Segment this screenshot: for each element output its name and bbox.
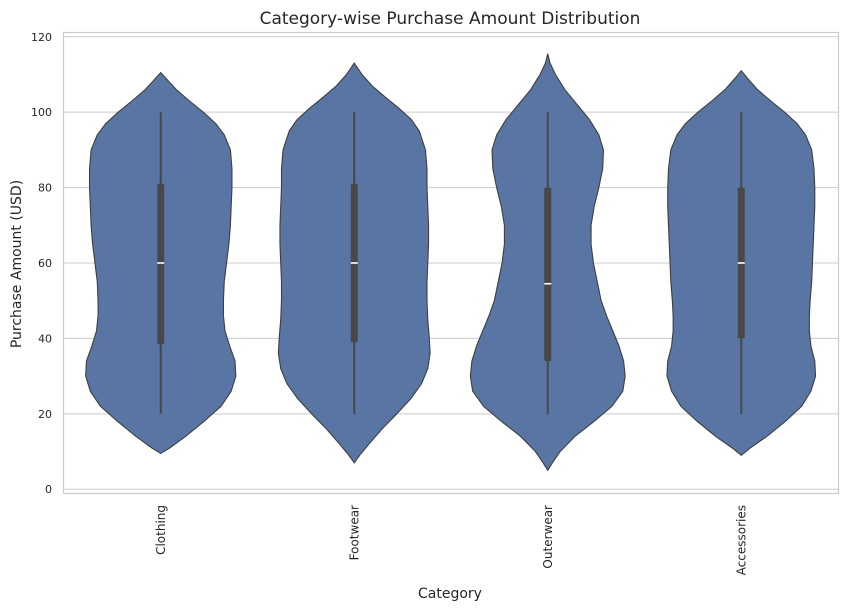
y-tick-label: 0 — [45, 483, 52, 496]
y-tick-label: 60 — [38, 257, 52, 270]
plot-frame — [62, 31, 840, 495]
y-tick-label: 100 — [31, 106, 52, 119]
violin-footwear — [277, 62, 431, 464]
violin-iqr-box — [544, 187, 552, 362]
violin-accessories — [666, 69, 817, 457]
chart-title: Category-wise Purchase Amount Distributi… — [260, 9, 641, 29]
y-tick-label: 20 — [38, 408, 52, 421]
y-tick-label: 40 — [38, 332, 52, 345]
y-tick-label: 120 — [31, 31, 52, 44]
x-axis-ticks: Clothing Footwear Outerwear Accessories — [154, 505, 749, 575]
x-tick-label: Accessories — [734, 505, 748, 575]
violin-iqr-box — [157, 183, 165, 345]
y-axis-label: Purchase Amount (USD) — [9, 180, 25, 348]
x-tick-label: Outerwear — [541, 505, 555, 569]
violins — [85, 53, 817, 472]
x-tick-label: Footwear — [347, 505, 361, 560]
y-tick-label: 80 — [38, 182, 52, 195]
y-axis-ticks: 0 20 40 60 80 100 120 — [31, 31, 52, 496]
x-axis-label: Category — [418, 586, 482, 602]
violin-outerwear — [469, 53, 626, 472]
violin-clothing — [85, 71, 237, 455]
x-tick-label: Clothing — [154, 505, 168, 555]
